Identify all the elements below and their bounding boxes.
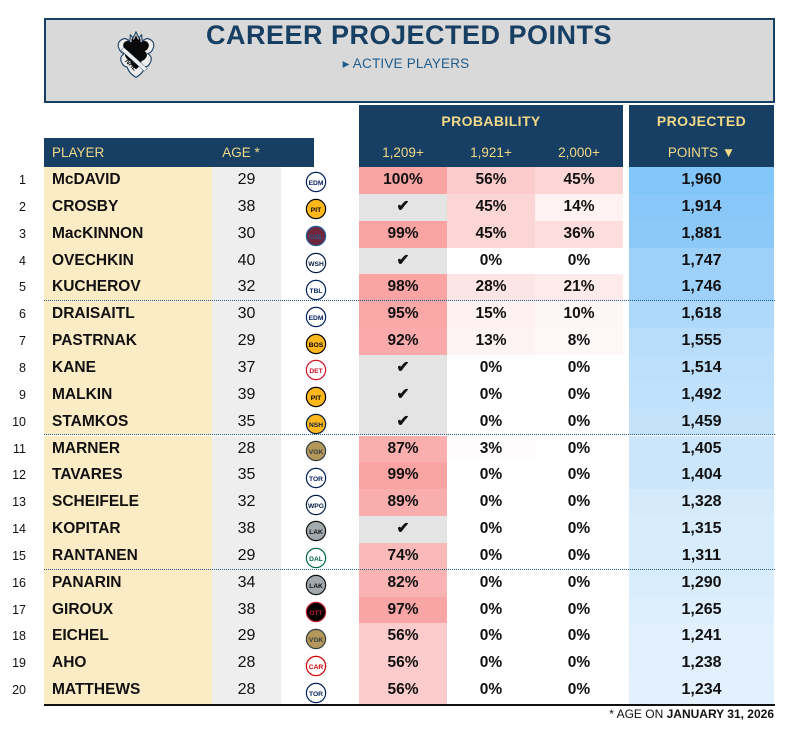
svg-text:DET: DET xyxy=(309,369,323,376)
svg-text:BOS: BOS xyxy=(309,342,324,349)
svg-text:WPG: WPG xyxy=(308,503,324,510)
svg-text:PIT: PIT xyxy=(311,395,322,402)
svg-text:CAR: CAR xyxy=(309,664,324,671)
svg-text:VGK: VGK xyxy=(309,449,324,456)
svg-text:PIT: PIT xyxy=(311,207,322,214)
svg-text:LAK: LAK xyxy=(309,583,323,590)
svg-text:NSH: NSH xyxy=(309,422,323,429)
svg-text:VGK: VGK xyxy=(309,637,324,644)
svg-text:OTT: OTT xyxy=(309,610,323,617)
svg-text:EDM: EDM xyxy=(309,181,324,188)
svg-text:WSH: WSH xyxy=(308,261,324,268)
svg-text:DAL: DAL xyxy=(309,557,323,564)
svg-text:TBL: TBL xyxy=(310,288,323,295)
svg-text:COL: COL xyxy=(309,234,323,241)
svg-text:TOR: TOR xyxy=(309,691,323,698)
svg-text:EDM: EDM xyxy=(309,315,324,322)
svg-text:TOR: TOR xyxy=(309,476,323,483)
svg-text:LAK: LAK xyxy=(309,530,323,537)
